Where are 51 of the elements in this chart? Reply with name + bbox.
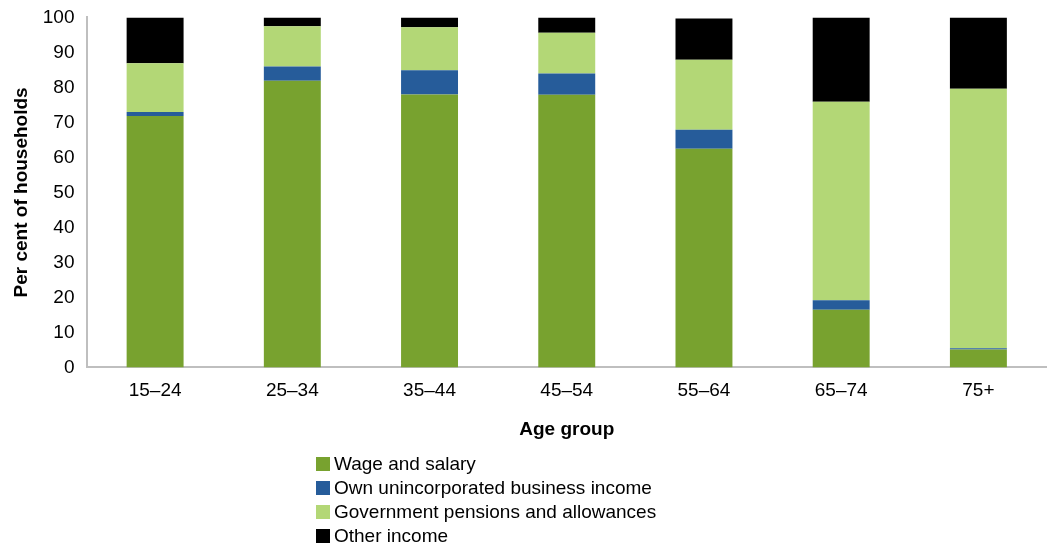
y-tick-label: 60 — [53, 145, 75, 167]
legend-label: Own unincorporated business income — [334, 476, 652, 500]
bar — [263, 66, 321, 81]
bar — [401, 27, 459, 71]
y-tick-label: 20 — [53, 285, 75, 307]
bar — [263, 26, 321, 67]
bar — [812, 300, 870, 310]
bar — [263, 17, 321, 27]
bar — [812, 101, 870, 301]
bar — [949, 17, 1007, 89]
x-tick-label: 15–24 — [128, 379, 182, 401]
bar — [538, 32, 596, 74]
bar — [538, 73, 596, 95]
y-tick-label: 30 — [53, 250, 75, 272]
bar — [675, 148, 733, 368]
y-tick-label: 100 — [42, 5, 75, 27]
bar — [812, 309, 870, 368]
y-tick-label: 40 — [53, 215, 75, 237]
x-tick-label: 25–34 — [265, 379, 320, 401]
bar — [126, 63, 184, 112]
y-tick-label: 70 — [53, 110, 75, 132]
x-tick-label: 65–74 — [814, 379, 869, 401]
legend-label: Wage and salary — [334, 452, 476, 476]
x-tick-label: 55–64 — [677, 379, 731, 401]
legend-label: Other income — [334, 524, 449, 548]
x-tick-label: 35–44 — [403, 379, 457, 401]
bar — [263, 80, 321, 368]
x-tick-label: 45–54 — [540, 379, 594, 401]
y-tick-label: 50 — [53, 180, 75, 202]
y-tick-label: 80 — [53, 75, 75, 97]
bar — [675, 18, 733, 60]
bar — [949, 88, 1007, 349]
x-axis-title: Age group — [519, 417, 615, 439]
bar — [538, 94, 596, 368]
bar — [401, 17, 459, 28]
legend-label: Government pensions and allowances — [334, 500, 657, 524]
x-tick-label: 75+ — [962, 379, 995, 401]
y-tick-label: 0 — [63, 355, 75, 377]
bar — [812, 17, 870, 102]
y-axis-title: Per cent of households — [9, 87, 31, 298]
y-tick-label: 10 — [53, 320, 75, 342]
bar — [401, 70, 459, 95]
bar — [538, 17, 596, 33]
bar — [675, 59, 733, 130]
bar — [675, 129, 733, 149]
bar — [126, 17, 184, 64]
bar — [126, 111, 184, 117]
y-tick-label: 90 — [53, 40, 75, 62]
bar — [401, 94, 459, 368]
bar — [949, 349, 1007, 368]
bar — [126, 116, 184, 368]
